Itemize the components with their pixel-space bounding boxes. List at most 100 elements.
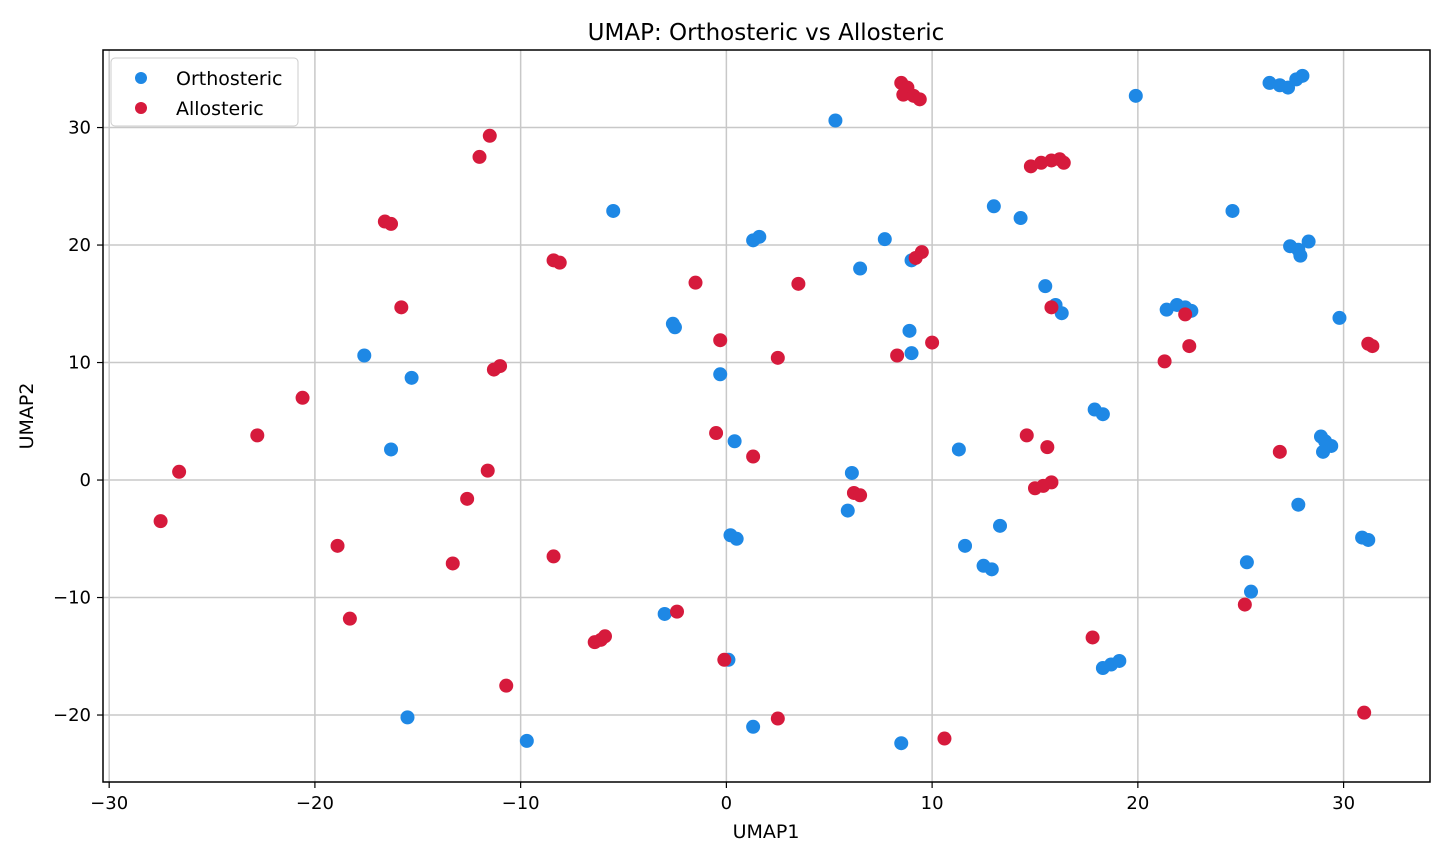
allosteric-point xyxy=(597,629,612,644)
orthosteric-point xyxy=(404,370,419,385)
plot-frame xyxy=(102,49,1431,783)
orthosteric-point xyxy=(1112,653,1127,668)
orthosteric-point xyxy=(902,323,917,338)
allosteric-point xyxy=(153,514,168,529)
orthosteric-point xyxy=(1293,248,1308,263)
allosteric-point xyxy=(709,426,724,441)
x-tick-label: 30 xyxy=(1332,793,1355,814)
orthosteric-point xyxy=(904,346,919,361)
allosteric-point xyxy=(791,276,806,291)
allosteric-point xyxy=(172,464,187,479)
orthosteric-point xyxy=(1095,407,1110,422)
allosteric-point xyxy=(853,488,868,503)
legend-marker-orthosteric xyxy=(135,72,147,84)
y-tick-label: −10 xyxy=(53,588,91,609)
allosteric-point xyxy=(295,390,310,405)
allosteric-point xyxy=(717,652,732,667)
orthosteric-point xyxy=(1295,68,1310,83)
y-tick-label: −20 xyxy=(53,705,91,726)
y-tick-label: 30 xyxy=(68,118,91,139)
allosteric-point xyxy=(1019,428,1034,443)
orthosteric-point xyxy=(606,203,621,218)
allosteric-point xyxy=(1272,444,1287,459)
allosteric-point xyxy=(770,711,785,726)
orthosteric-point xyxy=(984,562,999,577)
y-tick-label: 10 xyxy=(68,353,91,374)
x-tick-label: −20 xyxy=(296,793,334,814)
grid-lines xyxy=(103,50,1430,782)
allosteric-point xyxy=(342,611,357,626)
y-tick-label: 20 xyxy=(68,235,91,256)
orthosteric-point xyxy=(1244,584,1259,599)
allosteric-point xyxy=(499,678,514,693)
y-axis-title: UMAP2 xyxy=(16,383,38,450)
orthosteric-point xyxy=(1291,497,1306,512)
allosteric-point xyxy=(890,348,905,363)
orthosteric-point xyxy=(667,320,682,335)
allosteric-point xyxy=(472,149,487,164)
allosteric-point xyxy=(1056,155,1071,170)
allosteric-point xyxy=(546,549,561,564)
allosteric-point xyxy=(914,245,929,260)
y-axis-ticks: −20 −10 0 10 20 30 xyxy=(53,118,103,726)
allosteric-point xyxy=(493,359,508,374)
orthosteric-point xyxy=(993,518,1008,533)
allosteric-point xyxy=(1044,300,1059,315)
allosteric-point xyxy=(384,216,399,231)
allosteric-point xyxy=(925,335,940,350)
chart-title: UMAP: Orthosteric vs Allosteric xyxy=(588,20,945,46)
orthosteric-point xyxy=(1316,444,1331,459)
allosteric-point xyxy=(1157,354,1172,369)
allosteric-point xyxy=(394,300,409,315)
legend-box xyxy=(110,57,299,127)
legend-marker-allosteric xyxy=(135,102,147,114)
allosteric-point xyxy=(1365,339,1380,354)
series-allosteric xyxy=(153,75,1380,746)
legend-label-allosteric: Allosteric xyxy=(176,98,264,120)
allosteric-point xyxy=(670,604,685,619)
allosteric-point xyxy=(552,255,567,270)
allosteric-point xyxy=(937,731,952,746)
allosteric-point xyxy=(713,333,728,348)
legend: Orthosteric Allosteric xyxy=(110,57,299,127)
orthosteric-point xyxy=(828,113,843,128)
x-tick-label: −10 xyxy=(502,793,540,814)
allosteric-point xyxy=(746,449,761,464)
orthosteric-point xyxy=(877,232,892,247)
orthosteric-point xyxy=(384,442,399,457)
orthosteric-point xyxy=(357,348,372,363)
orthosteric-point xyxy=(1301,234,1316,249)
legend-label-orthosteric: Orthosteric xyxy=(176,68,282,90)
orthosteric-point xyxy=(400,710,415,725)
allosteric-point xyxy=(1044,475,1059,490)
allosteric-point xyxy=(330,538,345,553)
orthosteric-point xyxy=(1128,88,1143,103)
orthosteric-point xyxy=(713,367,728,382)
x-tick-label: 0 xyxy=(721,793,732,814)
orthosteric-point xyxy=(1225,203,1240,218)
orthosteric-point xyxy=(951,442,966,457)
allosteric-point xyxy=(480,463,495,478)
x-axis-title: UMAP1 xyxy=(733,821,800,843)
orthosteric-point xyxy=(657,606,672,621)
allosteric-point xyxy=(1357,705,1372,720)
orthosteric-point xyxy=(1038,279,1053,294)
orthosteric-point xyxy=(1239,555,1254,570)
x-tick-label: 10 xyxy=(921,793,944,814)
orthosteric-point xyxy=(894,736,909,751)
allosteric-point xyxy=(1040,440,1055,455)
x-tick-label: 20 xyxy=(1126,793,1149,814)
allosteric-point xyxy=(445,556,460,571)
orthosteric-point xyxy=(1361,532,1376,547)
orthosteric-point xyxy=(746,719,761,734)
orthosteric-point xyxy=(1332,310,1347,325)
allosteric-point xyxy=(912,92,927,107)
x-axis-ticks: −30 −20 −10 0 10 20 30 xyxy=(90,782,1355,814)
y-tick-label: 0 xyxy=(80,470,91,491)
series-orthosteric xyxy=(357,68,1376,751)
allosteric-point xyxy=(1237,597,1252,612)
allosteric-point xyxy=(770,350,785,365)
orthosteric-point xyxy=(986,199,1001,214)
allosteric-point xyxy=(482,128,497,143)
